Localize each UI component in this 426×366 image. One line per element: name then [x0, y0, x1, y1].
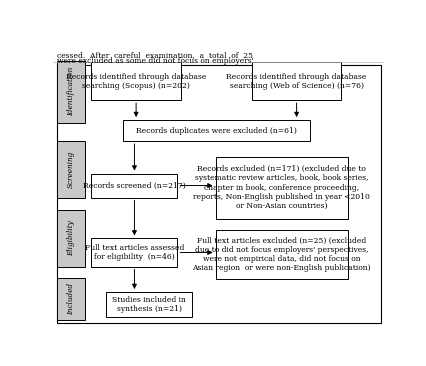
Text: Records identified through database
searching (Web of Science) (n=76): Records identified through database sear… [226, 73, 366, 90]
FancyBboxPatch shape [57, 65, 380, 323]
Text: Records identified through database
searching (Scopus) (n=202): Records identified through database sear… [66, 73, 206, 90]
Text: Full text articles excluded (n=25) (excluded
due to did not focus employers' per: Full text articles excluded (n=25) (excl… [192, 237, 370, 272]
FancyBboxPatch shape [57, 210, 85, 266]
Text: Identification: Identification [66, 67, 75, 116]
Text: Screening: Screening [66, 151, 75, 188]
FancyBboxPatch shape [215, 157, 347, 219]
Text: Records duplicates were excluded (n=61): Records duplicates were excluded (n=61) [135, 127, 296, 135]
Text: Eligibility: Eligibility [66, 220, 75, 256]
FancyBboxPatch shape [215, 230, 347, 279]
Text: Included: Included [66, 283, 75, 315]
Text: Full text articles assessed
for eligibility  (n=46): Full text articles assessed for eligibil… [85, 244, 184, 261]
Text: Studies included in
synthesis (n=21): Studies included in synthesis (n=21) [112, 296, 186, 313]
FancyBboxPatch shape [106, 292, 192, 317]
FancyBboxPatch shape [251, 62, 340, 100]
FancyBboxPatch shape [91, 238, 177, 266]
Text: Records excluded (n=171) (excluded due to
systematic review articles, book, book: Records excluded (n=171) (excluded due t… [193, 165, 369, 210]
Text: were excluded as some did not focus on employers': were excluded as some did not focus on e… [57, 57, 253, 65]
Text: Records screened (n=217): Records screened (n=217) [83, 182, 185, 190]
FancyBboxPatch shape [57, 141, 85, 198]
FancyBboxPatch shape [123, 120, 309, 141]
FancyBboxPatch shape [57, 278, 85, 320]
FancyBboxPatch shape [91, 173, 177, 198]
Text: cessed.  After  careful  examination,  a  total  of  25: cessed. After careful examination, a tot… [57, 51, 252, 59]
FancyBboxPatch shape [91, 62, 180, 100]
FancyBboxPatch shape [57, 61, 85, 123]
